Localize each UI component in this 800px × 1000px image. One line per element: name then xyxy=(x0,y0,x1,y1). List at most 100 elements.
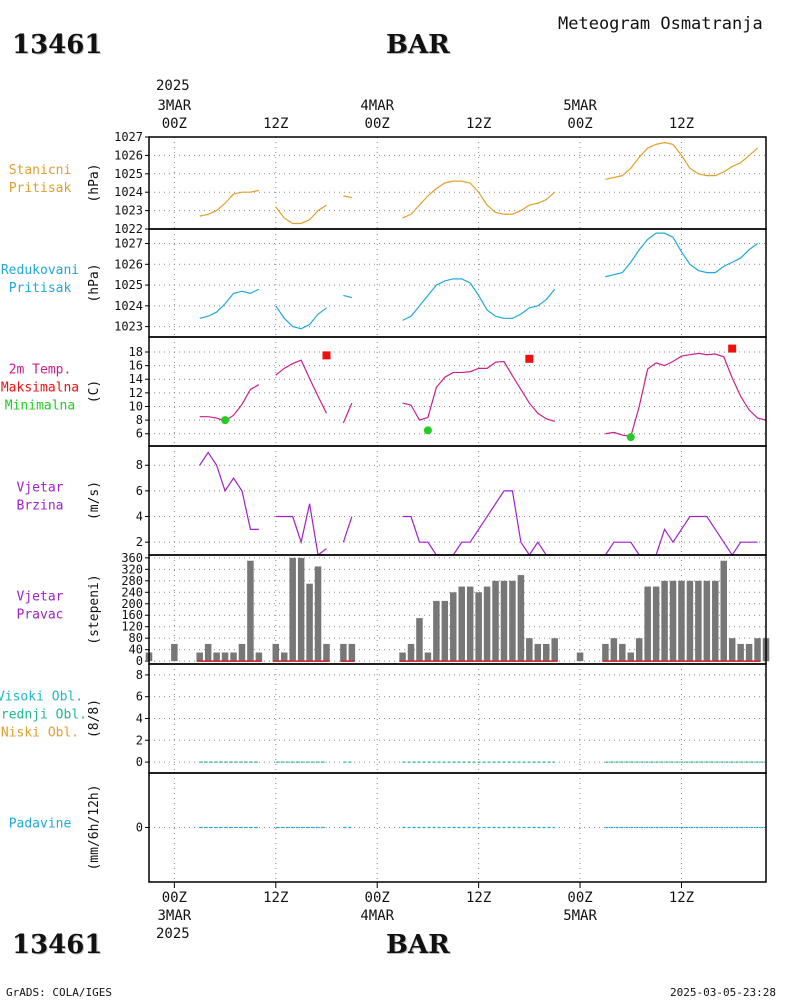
wind-direction-bar xyxy=(272,643,280,662)
wind_speed-line xyxy=(402,490,555,557)
wind-direction-bar xyxy=(627,652,635,662)
panel-label: Stanicni xyxy=(9,163,72,178)
wind_speed-line xyxy=(199,451,259,530)
panel-frame xyxy=(148,445,767,556)
wind-direction-bar xyxy=(255,652,263,662)
wind-direction-bar xyxy=(221,652,229,662)
y-tick-label: 6 xyxy=(136,427,143,441)
station_pressure-line xyxy=(199,189,260,217)
max-temp-marker xyxy=(728,344,737,353)
footer-credit: GrADS: COLA/IGES xyxy=(6,986,112,999)
panel-frame xyxy=(148,772,767,883)
wind-direction-bar xyxy=(230,652,237,662)
wind-direction-bar xyxy=(238,643,246,662)
y-tick-label: 18 xyxy=(129,345,143,359)
y-tick-label: 200 xyxy=(121,597,143,611)
station_pressure-line xyxy=(343,195,352,199)
wind-direction-bar xyxy=(483,586,491,662)
wind-direction-bar xyxy=(712,580,719,662)
temperature-line xyxy=(199,384,260,422)
wind-direction-bar xyxy=(619,643,626,662)
station_pressure-line xyxy=(275,204,327,225)
y-tick-label: 1026 xyxy=(114,257,143,271)
y-tick-label: 1027 xyxy=(114,130,143,144)
panel-label: Vjetar xyxy=(17,481,64,496)
panel-frame xyxy=(148,663,767,774)
y-tick-label: 2 xyxy=(136,535,143,549)
y-axis-label: (C) xyxy=(87,380,102,403)
panel-label: Redukovani xyxy=(1,263,79,278)
bottom-time-label: 00Z xyxy=(567,890,592,906)
temperature-line xyxy=(275,359,328,414)
temperature-line xyxy=(605,352,767,438)
station-id-top: 13461 xyxy=(12,30,103,60)
top-time-label: 12Z xyxy=(466,116,491,132)
top-time-label: 00Z xyxy=(365,116,390,132)
y-tick-label: 4 xyxy=(136,510,143,524)
reduced_pressure-line xyxy=(275,305,327,330)
bottom-time-label: 12Z xyxy=(466,890,491,906)
top-time-label: 00Z xyxy=(567,116,592,132)
panel-label: Maksimalna xyxy=(1,381,79,396)
wind-direction-bar xyxy=(247,560,254,662)
top-date-label: 3MAR xyxy=(157,98,191,114)
wind-direction-bar xyxy=(526,638,533,662)
wind-direction-bar xyxy=(703,580,711,662)
wind-direction-bar xyxy=(416,618,423,662)
y-tick-label: 160 xyxy=(121,608,143,622)
wind-direction-bar xyxy=(424,652,432,662)
wind-direction-bar xyxy=(754,638,761,662)
y-tick-label: 0 xyxy=(136,821,143,835)
wind_speed-line xyxy=(604,515,758,557)
y-tick-label: 14 xyxy=(129,372,143,386)
wind-direction-bar xyxy=(669,580,677,662)
y-axis-label: (mm/6h/12h) xyxy=(87,784,102,870)
wind-direction-bar xyxy=(652,586,660,662)
y-tick-label: 8 xyxy=(136,668,143,682)
wind-direction-bar xyxy=(644,586,651,662)
wind-direction-bar xyxy=(297,557,305,662)
wind_speed-line xyxy=(275,503,327,557)
wind-direction-bar xyxy=(289,557,296,662)
y-tick-label: 8 xyxy=(136,458,143,472)
y-tick-label: 40 xyxy=(129,643,143,657)
wind-direction-bar xyxy=(475,592,482,662)
y-tick-label: 1024 xyxy=(114,185,143,199)
top-time-label: 00Z xyxy=(162,116,187,132)
wind-direction-bar xyxy=(551,638,558,662)
panel-label: Niski Obl. xyxy=(1,726,79,741)
wind-direction-bar xyxy=(635,638,643,662)
wind-direction-bar xyxy=(433,600,440,662)
station-name-bottom: BAR xyxy=(386,930,450,960)
wind-direction-bar xyxy=(509,580,516,662)
bottom-date-label: 5MAR xyxy=(563,908,597,924)
y-tick-label: 2 xyxy=(136,733,143,747)
y-tick-label: 1025 xyxy=(114,278,143,292)
wind-direction-bar xyxy=(441,600,449,662)
y-axis-label: (hPa) xyxy=(87,163,102,202)
top-time-label: 12Z xyxy=(669,116,694,132)
chart-title: Meteogram Osmatranja xyxy=(558,14,763,34)
wind-direction-bar xyxy=(340,643,347,662)
wind-direction-bar xyxy=(280,652,288,662)
footer-timestamp: 2025-03-05-23:28 xyxy=(670,986,776,999)
y-axis-label: (hPa) xyxy=(87,263,102,302)
y-axis-label: (m/s) xyxy=(87,481,102,520)
y-tick-label: 4 xyxy=(136,712,143,726)
temperature-line xyxy=(402,360,555,423)
wind-direction-bar xyxy=(517,575,525,662)
station-id-bottom: 13461 xyxy=(12,930,103,960)
y-tick-label: 360 xyxy=(121,551,143,565)
y-tick-label: 1023 xyxy=(114,320,143,334)
year-top: 2025 xyxy=(156,78,190,94)
panel-frame xyxy=(148,336,767,447)
y-tick-label: 1023 xyxy=(114,204,143,218)
wind-direction-bar xyxy=(602,643,609,662)
panel-label: 2m Temp. xyxy=(9,363,72,378)
wind-direction-bar xyxy=(306,583,313,662)
wind-direction-bar xyxy=(492,580,499,662)
y-tick-label: 0 xyxy=(136,755,143,769)
reduced_pressure-line xyxy=(402,278,556,321)
y-tick-label: 240 xyxy=(121,585,143,599)
wind-direction-bar xyxy=(737,643,744,662)
